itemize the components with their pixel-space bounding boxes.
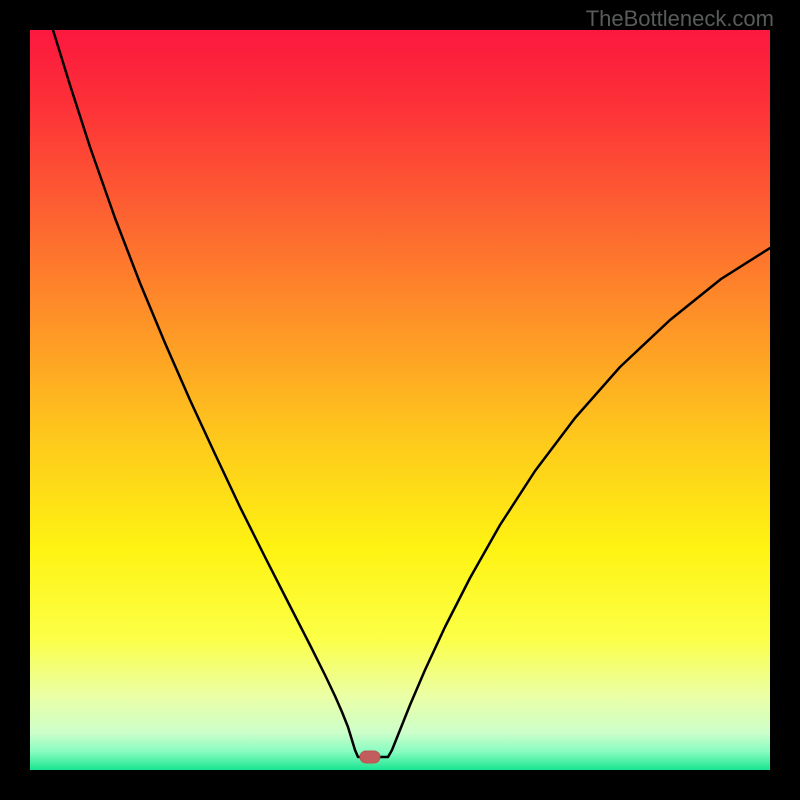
frame-border-left xyxy=(0,0,30,800)
plot-area xyxy=(30,30,770,770)
outer-frame: TheBottleneck.com xyxy=(0,0,800,800)
optimal-marker xyxy=(360,751,381,764)
watermark-text: TheBottleneck.com xyxy=(586,6,774,32)
frame-border-right xyxy=(770,0,800,800)
bottleneck-chart xyxy=(30,30,770,770)
frame-border-bottom xyxy=(0,770,800,800)
gradient-background xyxy=(30,30,770,770)
